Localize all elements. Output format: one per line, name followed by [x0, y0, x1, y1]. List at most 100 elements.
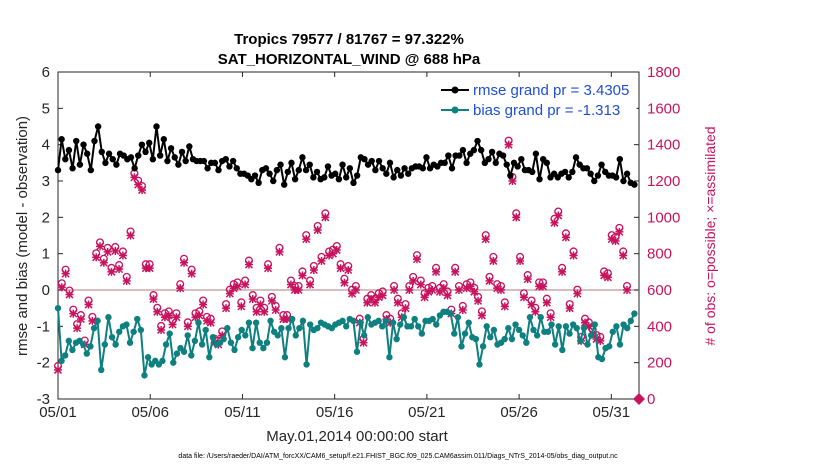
rmse-point	[91, 137, 98, 145]
rmse-point	[598, 161, 605, 168]
bias-point	[260, 344, 267, 352]
rmse-point	[353, 172, 361, 179]
bias-point	[605, 343, 613, 350]
bias-point	[418, 330, 426, 337]
obs-assimilated-point	[122, 276, 131, 285]
legend-marker-bias	[451, 106, 459, 114]
rmse-point	[631, 181, 638, 188]
rmse-point	[361, 156, 368, 163]
rmse-point	[386, 159, 394, 167]
bias-point	[451, 330, 458, 337]
bias-point	[533, 332, 541, 339]
obs-assimilated-point	[481, 235, 490, 244]
x-axis-label: May.01,2014 00:00:00 start	[266, 428, 448, 445]
rmse-point	[324, 163, 332, 170]
bias-point	[292, 332, 299, 339]
obs-assimilated-point	[179, 258, 189, 267]
bias-point	[69, 346, 76, 354]
y-tick-label-right: 200	[647, 355, 672, 372]
bias-point	[415, 323, 422, 330]
bias-point	[170, 359, 177, 366]
bias-point	[62, 352, 69, 359]
obs-assimilated-point	[416, 280, 425, 289]
obs-assimilated-point	[401, 304, 410, 313]
rmse-point	[332, 170, 339, 177]
y-tick-label-left: 5	[42, 100, 50, 117]
y-tick-label-left: -1	[37, 318, 50, 335]
obs-assimilated-point	[317, 256, 326, 265]
obs-assimilated-point	[145, 264, 154, 273]
rmse-point	[518, 156, 525, 163]
bias-point	[303, 361, 310, 368]
rmse-point	[350, 179, 357, 187]
bias-point	[544, 328, 552, 335]
obs-assimilated-point	[57, 283, 66, 292]
bias-point	[389, 319, 397, 326]
rmse-point	[233, 165, 240, 172]
obs-assimilated-point	[275, 247, 284, 256]
obs-assimilated-point	[550, 218, 559, 227]
rmse-point	[583, 165, 591, 172]
bias-point	[130, 328, 137, 335]
bias-point	[479, 343, 487, 350]
bias-point	[584, 341, 591, 348]
bias-point	[483, 323, 490, 330]
bias-point	[353, 348, 361, 355]
y-tick-label-left: 6	[42, 64, 50, 81]
rmse-point	[76, 161, 84, 168]
obs-assimilated-point	[267, 296, 276, 305]
bias-point	[501, 335, 508, 343]
rmse-point	[448, 165, 456, 172]
bias-point	[288, 315, 296, 323]
obs-assimilated-point	[344, 265, 353, 275]
obs-assimilated-point	[615, 227, 624, 236]
obs-assimilated-point	[168, 320, 177, 329]
rmse-point	[80, 141, 87, 148]
rmse-point	[215, 166, 222, 174]
obs-assimilated-point	[412, 255, 422, 264]
obs-assimilated-point	[225, 289, 234, 298]
bias-point	[357, 319, 364, 326]
legend-label-bias: bias grand pr = -1.313	[473, 102, 620, 119]
bias-point	[342, 323, 350, 330]
obs-assimilated-point	[298, 271, 307, 280]
rmse-point	[266, 170, 273, 177]
bias-point	[249, 344, 256, 352]
rmse-point	[514, 163, 521, 170]
legend-label-rmse: rmse grand pr = 3.4305	[473, 82, 629, 99]
obs-assimilated-point	[504, 140, 513, 149]
rmse-point	[470, 146, 478, 154]
bias-point	[123, 321, 130, 328]
obs-assimilated-point	[313, 226, 322, 235]
obs-assimilated-point	[428, 285, 437, 295]
rmse-point	[390, 174, 397, 181]
y-tick-label-right: 1600	[647, 100, 680, 117]
bias-point	[429, 315, 436, 323]
bias-point	[339, 317, 346, 325]
obs-assimilated-point	[496, 285, 506, 295]
obs-assimilated-point	[134, 180, 143, 189]
y-tick-label-right: 0	[647, 391, 655, 408]
y-tick-label-right: 1400	[647, 137, 680, 154]
rmse-point	[280, 181, 288, 188]
bias-point	[234, 334, 242, 341]
obs-assimilated-point	[485, 276, 494, 285]
obs-assimilated-point	[69, 309, 78, 318]
bias-point	[386, 354, 393, 361]
bias-point	[314, 324, 321, 332]
bias-point	[195, 319, 202, 326]
obs-assimilated-point	[359, 338, 368, 347]
obs-assimilated-point	[241, 280, 250, 289]
bias-point	[80, 341, 87, 348]
rmse-point	[543, 159, 551, 167]
rmse-point	[529, 168, 536, 176]
rmse-point	[262, 165, 270, 172]
rmse-point	[138, 141, 146, 148]
bias-point	[461, 330, 469, 337]
rmse-point	[335, 175, 343, 183]
rmse-point	[211, 159, 219, 167]
bias-point	[523, 339, 530, 346]
rmse-point	[310, 174, 317, 181]
obs-assimilated-point	[451, 267, 460, 276]
rmse-point	[105, 150, 113, 157]
